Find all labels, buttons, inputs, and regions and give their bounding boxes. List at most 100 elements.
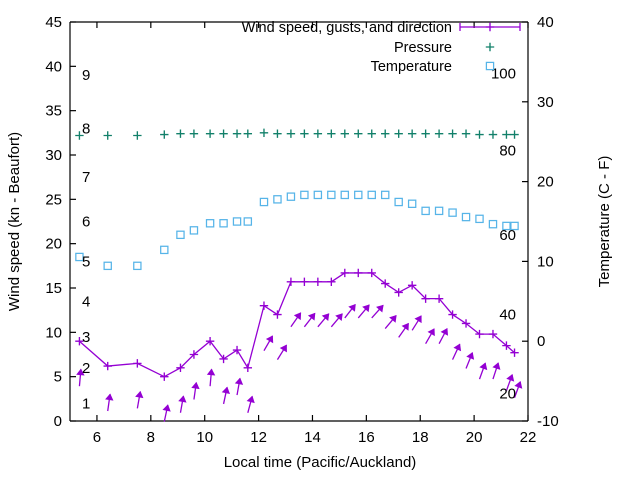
wind-direction-arrow [398, 322, 409, 338]
wind-speed-point [232, 345, 242, 355]
y-tick-label: 30 [45, 147, 62, 164]
wind-speed-point [354, 268, 363, 278]
y2-tick-label: 0 [537, 333, 545, 350]
y2-tick-label: -10 [537, 413, 559, 430]
wind-direction-arrow [221, 386, 230, 405]
temperature-point [380, 190, 390, 200]
x-tick-label: 12 [250, 429, 267, 446]
wind-speed-point [340, 268, 349, 278]
x-tick-label: 10 [196, 429, 213, 446]
legend-label: Pressure [394, 40, 452, 56]
pressure-point [448, 129, 457, 138]
wind-speed-point [205, 337, 215, 346]
temperature-point [232, 217, 242, 226]
temperature-point [448, 208, 457, 217]
y-tick-label: 35 [45, 103, 62, 120]
wind-direction-arrow [411, 315, 422, 331]
wind-speed-point [394, 288, 403, 297]
wind-speed-point [381, 279, 390, 288]
pressure-point [243, 129, 253, 138]
wind-speed-point [407, 281, 417, 290]
pressure-point [327, 129, 336, 138]
pressure-point [461, 129, 471, 138]
temperature-point [205, 219, 215, 228]
temperature-point [340, 190, 350, 200]
wind-speed-point [461, 319, 471, 328]
temperature-point [434, 206, 444, 216]
temperature-point [421, 206, 430, 216]
wind-speed-point [488, 329, 498, 339]
pressure-point [75, 131, 84, 140]
temperature-series [75, 190, 519, 271]
wind-speed-point [421, 294, 430, 303]
wind-direction-arrow [162, 404, 171, 422]
legend-label: Wind speed, gusts, and direction [242, 20, 452, 36]
y-tick-label: 15 [45, 280, 62, 297]
wind-speed-point [510, 348, 519, 357]
wind-direction-arrow [371, 304, 384, 319]
pressure-point [367, 129, 376, 138]
wind-direction-arrow [290, 312, 302, 328]
wind-direction-arrow [263, 335, 274, 352]
wind-speed-point [502, 341, 511, 350]
x-tick-label: 20 [466, 429, 483, 446]
temperature-point [327, 190, 336, 200]
temperature-point [510, 221, 519, 231]
beaufort-label: 9 [82, 67, 90, 84]
temperature-point [160, 245, 169, 255]
wind-direction-arrow [478, 362, 488, 380]
wind-direction-arrow [344, 303, 356, 319]
temperature-point [189, 226, 199, 235]
x-tick-label: 18 [412, 429, 429, 446]
beaufort-label: 1 [82, 395, 90, 412]
wind-speed-point [300, 277, 309, 286]
inner-labels-layer: 1 2 3 4 5 6 7 8 9 20 40 60 80 100 [82, 65, 516, 412]
wind-direction-arrow [451, 343, 462, 360]
legend-item: Pressure [394, 40, 495, 56]
legend-marker [485, 22, 495, 32]
legend-line-caps [459, 23, 521, 31]
pressure-point [313, 129, 323, 138]
wind-direction-arrow [492, 362, 501, 380]
wind-speed-line [79, 272, 515, 378]
temperature-point [502, 221, 511, 231]
wind-direction-arrow [246, 395, 255, 413]
wind-direction-arrow [234, 377, 244, 396]
legend-marker [485, 42, 495, 52]
pressure-point [205, 129, 215, 138]
temperature-point [133, 261, 142, 271]
temperature-point [243, 217, 253, 226]
temperature-point [103, 261, 112, 271]
x-tick-label: 6 [93, 429, 101, 446]
fahrenheit-label: 60 [499, 227, 516, 244]
x-axis-title: Local time (Pacific/Auckland) [224, 454, 417, 471]
pressure-point [259, 128, 269, 138]
pressure-point [133, 131, 142, 140]
wind-direction-arrow [438, 327, 449, 344]
wind-direction-series [76, 303, 523, 422]
y2-axis-title: Temperature (C - F) [596, 156, 613, 288]
pressure-point [488, 130, 498, 139]
fahrenheit-label: 40 [499, 307, 516, 324]
pressure-point [273, 129, 282, 138]
titles-layer: Local time (Pacific/Auckland) Wind speed … [6, 132, 613, 471]
beaufort-label: 7 [82, 169, 90, 186]
pressure-point [232, 129, 242, 138]
pressure-point [407, 129, 417, 138]
temperature-point [354, 190, 363, 200]
legend-label: Temperature [371, 59, 452, 75]
legend-item: Temperature [371, 59, 495, 75]
pressure-point [103, 131, 112, 140]
beaufort-label: 4 [82, 293, 90, 310]
beaufort-label: 3 [82, 329, 90, 346]
wind-speed-point [133, 359, 142, 368]
temperature-point [313, 190, 323, 200]
temperature-point [475, 214, 484, 224]
x-tick-label: 8 [147, 429, 155, 446]
plot-frame [69, 21, 529, 422]
pressure-point [160, 130, 169, 139]
temperature-point [461, 212, 471, 222]
